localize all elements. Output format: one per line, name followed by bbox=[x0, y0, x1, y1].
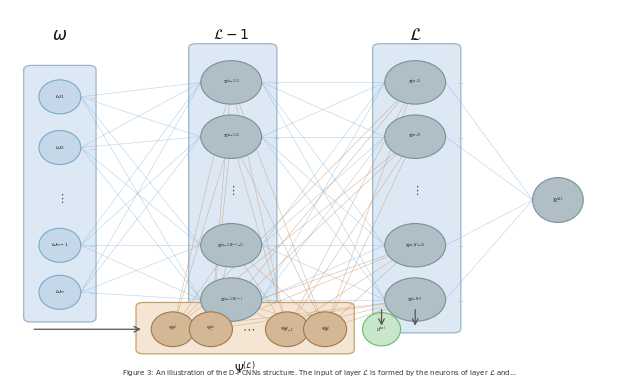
Text: $\mathcal{R}^{(\mathcal{L}\!-\!1,2)}$: $\mathcal{R}^{(\mathcal{L}\!-\!1,2)}$ bbox=[223, 132, 240, 141]
Text: $d^{(\mathcal{L})}$: $d^{(\mathcal{L})}$ bbox=[376, 325, 387, 334]
Text: ...: ... bbox=[273, 242, 280, 248]
Text: $\omega_n$: $\omega_n$ bbox=[55, 288, 65, 296]
Ellipse shape bbox=[201, 223, 262, 267]
Text: $\vdots$: $\vdots$ bbox=[56, 192, 64, 205]
Ellipse shape bbox=[151, 312, 195, 347]
Ellipse shape bbox=[39, 276, 81, 309]
Text: $\mathcal{R}^{(\mathcal{L}\!-\!1,1)}$: $\mathcal{R}^{(\mathcal{L}\!-\!1,1)}$ bbox=[223, 78, 240, 87]
FancyBboxPatch shape bbox=[136, 302, 355, 354]
Text: $\vdots$: $\vdots$ bbox=[411, 184, 419, 198]
Text: $\mathcal{R}^{(\mathcal{L},N^{\mathcal{L}}\!-\!1)}$: $\mathcal{R}^{(\mathcal{L},N^{\mathcal{L… bbox=[405, 241, 426, 250]
Ellipse shape bbox=[201, 115, 262, 158]
Text: ...: ... bbox=[90, 289, 96, 295]
Text: $\omega_2$: $\omega_2$ bbox=[55, 144, 65, 152]
Text: $\mathcal{L}$: $\mathcal{L}$ bbox=[409, 26, 422, 44]
Ellipse shape bbox=[532, 177, 583, 222]
Ellipse shape bbox=[266, 312, 308, 347]
Text: ...: ... bbox=[458, 79, 464, 86]
Text: ...: ... bbox=[90, 144, 96, 150]
Text: $\omega_{n-1}$: $\omega_{n-1}$ bbox=[51, 241, 68, 249]
Text: $\mathcal{R}^{(\mathcal{L}\!-\!1,N^{\mathcal{L}-1}\!-\!1)}$: $\mathcal{R}^{(\mathcal{L}\!-\!1,N^{\mat… bbox=[218, 241, 245, 250]
Text: $\Psi_{M^{\mathcal{L}}}^{(\mathcal{L})}$: $\Psi_{M^{\mathcal{L}}}^{(\mathcal{L})}$ bbox=[321, 324, 330, 335]
Text: $\Psi_0^{(\mathcal{L})}$: $\Psi_0^{(\mathcal{L})}$ bbox=[168, 324, 177, 334]
FancyBboxPatch shape bbox=[372, 44, 461, 333]
Text: $\mathcal{R}^{(\mathcal{L}\!-\!1,N^{\mathcal{L}-1})}$: $\mathcal{R}^{(\mathcal{L}\!-\!1,N^{\mat… bbox=[220, 295, 243, 304]
Text: $\omega_1$: $\omega_1$ bbox=[55, 93, 65, 101]
Text: $\Psi^{(\mathcal{L})}$: $\Psi^{(\mathcal{L})}$ bbox=[234, 359, 256, 376]
FancyBboxPatch shape bbox=[24, 65, 96, 322]
FancyBboxPatch shape bbox=[189, 44, 277, 333]
Ellipse shape bbox=[385, 61, 445, 104]
Ellipse shape bbox=[39, 228, 81, 262]
Text: $\Psi_{M^{\mathcal{L}}-1}^{(\mathcal{L})}$: $\Psi_{M^{\mathcal{L}}-1}^{(\mathcal{L})… bbox=[280, 324, 294, 335]
Ellipse shape bbox=[362, 313, 401, 346]
Text: $\mathcal{R}^{(\mathcal{L},2)}$: $\mathcal{R}^{(\mathcal{L},2)}$ bbox=[408, 132, 422, 141]
Text: $\omega$: $\omega$ bbox=[52, 26, 67, 44]
Text: ...: ... bbox=[273, 79, 280, 86]
Text: ...: ... bbox=[90, 242, 96, 248]
Ellipse shape bbox=[201, 61, 262, 104]
Text: Figure 3: An illustration of the D-PCNNs structure. The input of layer $\mathcal: Figure 3: An illustration of the D-PCNNs… bbox=[122, 368, 518, 378]
Text: $\mathcal{R}^{(\mathcal{L},1)}$: $\mathcal{R}^{(\mathcal{L},1)}$ bbox=[408, 78, 422, 87]
Text: $\Psi_1^{(\mathcal{L})}$: $\Psi_1^{(\mathcal{L})}$ bbox=[207, 324, 215, 334]
Text: ...: ... bbox=[273, 134, 280, 140]
Text: ...: ... bbox=[458, 134, 464, 140]
Ellipse shape bbox=[39, 80, 81, 114]
Text: $\vdots$: $\vdots$ bbox=[227, 184, 236, 198]
Text: ...: ... bbox=[90, 94, 96, 100]
Text: ...: ... bbox=[273, 296, 280, 302]
Text: $\mathcal{R}^{(\mathcal{L})}$: $\mathcal{R}^{(\mathcal{L})}$ bbox=[552, 195, 564, 205]
Text: $\mathcal{L}-1$: $\mathcal{L}-1$ bbox=[213, 28, 250, 42]
Text: $\cdots$: $\cdots$ bbox=[243, 323, 255, 336]
Ellipse shape bbox=[385, 278, 445, 321]
Text: $\mathcal{R}^{(\mathcal{L},N^{\mathcal{L}})}$: $\mathcal{R}^{(\mathcal{L},N^{\mathcal{L… bbox=[407, 295, 423, 304]
Ellipse shape bbox=[201, 278, 262, 321]
Text: ...: ... bbox=[458, 296, 464, 302]
Ellipse shape bbox=[385, 115, 445, 158]
Ellipse shape bbox=[39, 131, 81, 165]
Ellipse shape bbox=[303, 312, 347, 347]
Ellipse shape bbox=[189, 312, 232, 347]
Text: ...: ... bbox=[458, 242, 464, 248]
Ellipse shape bbox=[385, 223, 445, 267]
